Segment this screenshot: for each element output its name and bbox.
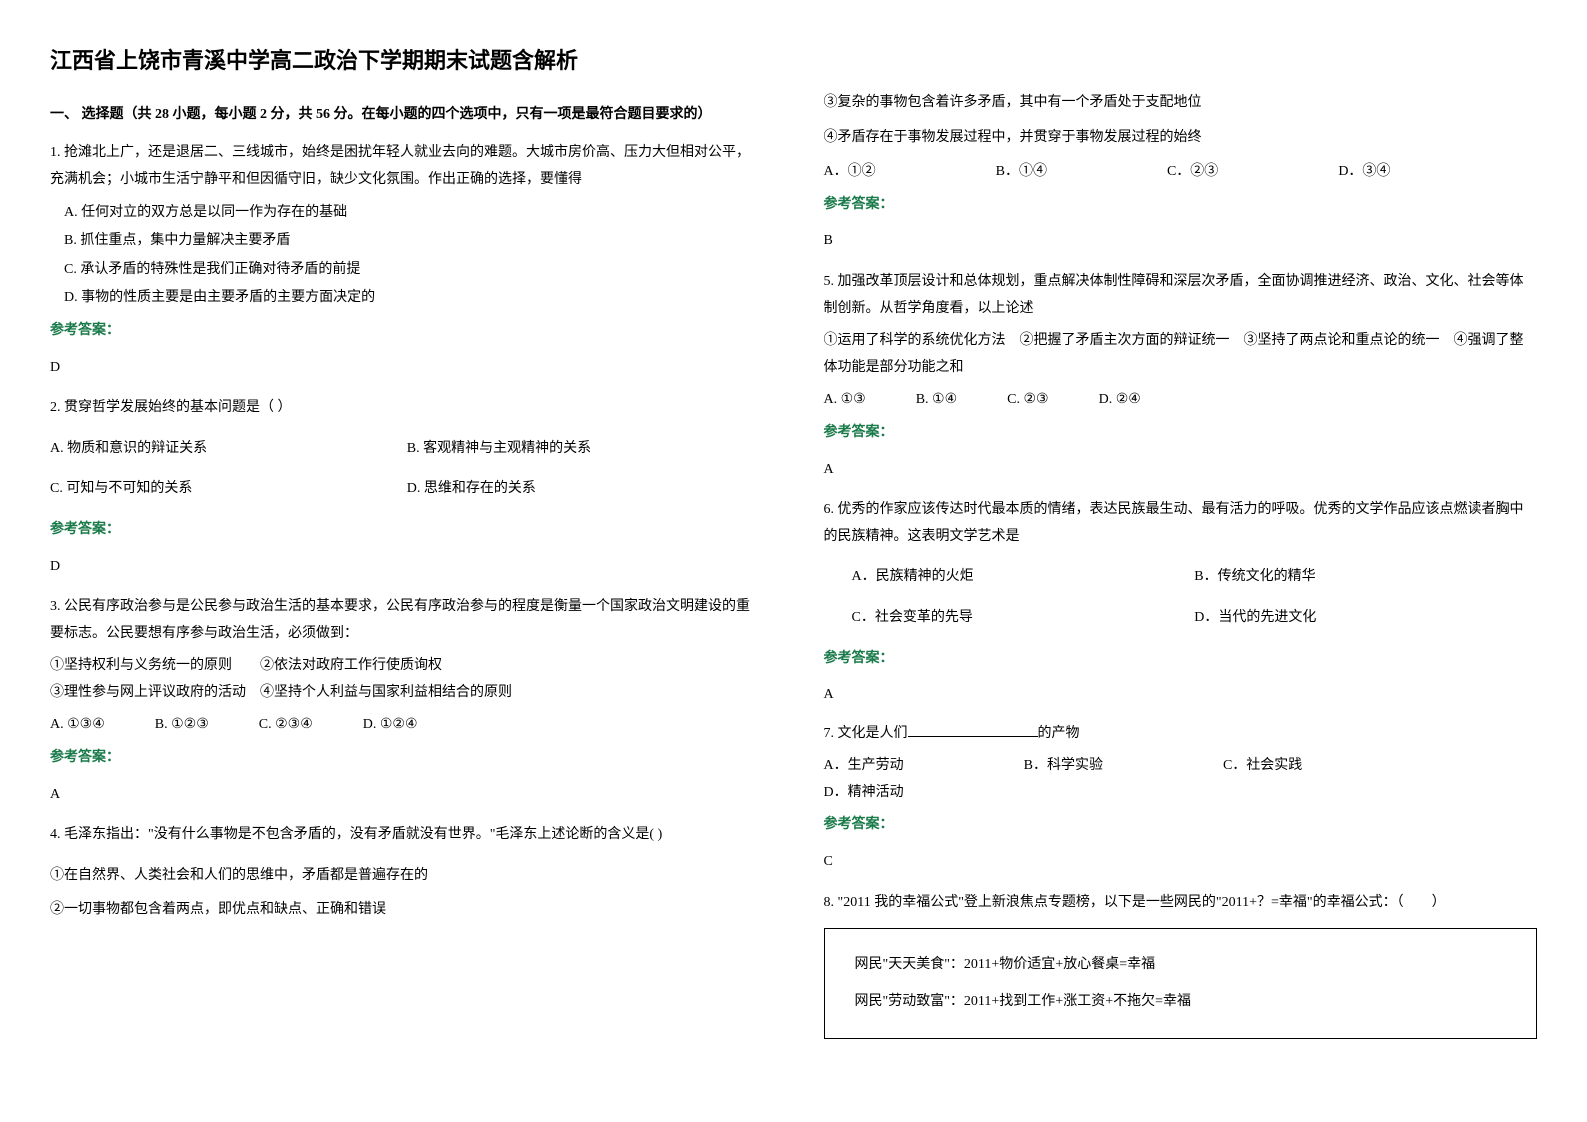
question-2: 2. 贯穿哲学发展始终的基本问题是（ ） A. 物质和意识的辩证关系 B. 客观… [50,395,764,580]
q2-option-d: D. 思维和存在的关系 [407,476,764,503]
q1-option-b: B. 抓住重点，集中力量解决主要矛盾 [64,228,764,255]
page-container: 江西省上饶市青溪中学高二政治下学期期末试题含解析 一、 选择题（共 28 小题，… [50,40,1537,1051]
q4-text: 4. 毛泽东指出："没有什么事物是不包含矛盾的，没有矛盾就没有世界。"毛泽东上述… [50,822,764,849]
q5-option-b: B. ①④ [916,387,957,414]
q3-option-a: A. ①③④ [50,712,105,739]
q1-option-d: D. 事物的性质主要是由主要矛盾的主要方面决定的 [64,285,764,312]
q4-item4: ④矛盾存在于事物发展过程中，并贯穿于事物发展过程的始终 [824,125,1538,152]
q3-item2: ②依法对政府工作行使质询权 [260,658,442,673]
answer-label: 参考答案： [824,420,1538,447]
q1-option-a: A. 任何对立的双方总是以同一作为存在的基础 [64,200,764,227]
q2-answer: D [50,554,764,581]
q3-items-line1: ①坚持权利与义务统一的原则 ②依法对政府工作行使质询权 [50,653,764,680]
q3-item1: ①坚持权利与义务统一的原则 [50,658,232,673]
q8-box-line1: 网民"天天美食"：2011+物价适宜+放心餐桌=幸福 [855,947,1507,983]
q7-prefix: 7. 文化是人们 [824,726,908,741]
q7-options: A．生产劳动 B．科学实验 C．社会实践 D．精神活动 [824,753,1538,806]
q6-options-row1: A．民族精神的火炬 B．传统文化的精华 [852,564,1538,591]
q6-option-a: A．民族精神的火炬 [852,564,1195,591]
question-3: 3. 公民有序政治参与是公民参与政治生活的基本要求，公民有序政治参与的程度是衡量… [50,594,764,808]
q3-item4: ④坚持个人利益与国家利益相结合的原则 [260,685,512,700]
q6-answer: A [824,682,1538,709]
q7-option-c: C．社会实践 [1223,753,1302,780]
q1-option-c: C. 承认矛盾的特殊性是我们正确对待矛盾的前提 [64,257,764,284]
q4-option-c: C．②③ [1167,159,1218,186]
q5-items: ①运用了科学的系统优化方法 ②把握了矛盾主次方面的辩证统一 ③坚持了两点论和重点… [824,328,1538,381]
q1-text: 1. 抢滩北上广，还是退居二、三线城市，始终是困扰年轻人就业去向的难题。大城市房… [50,140,764,193]
q7-option-b: B．科学实验 [1024,753,1103,780]
q7-answer: C [824,849,1538,876]
q5-options: A. ①③ B. ①④ C. ②③ D. ②④ [824,387,1538,414]
q1-answer: D [50,355,764,382]
question-7: 7. 文化是人们 的产物 A．生产劳动 B．科学实验 C．社会实践 D．精神活动 参考答… [824,721,1538,876]
q4-item2: ②一切事物都包含着两点，即优点和缺点、正确和错误 [50,897,764,924]
answer-label: 参考答案： [50,745,764,772]
q3-text: 3. 公民有序政治参与是公民参与政治生活的基本要求，公民有序政治参与的程度是衡量… [50,594,764,647]
q4-item3: ③复杂的事物包含着许多矛盾，其中有一个矛盾处于支配地位 [824,90,1538,117]
right-column: ③复杂的事物包含着许多矛盾，其中有一个矛盾处于支配地位 ④矛盾存在于事物发展过程… [824,40,1538,1051]
blank-line [908,723,1038,737]
q7-suffix: 的产物 [1038,726,1080,741]
q2-option-b: B. 客观精神与主观精神的关系 [407,436,764,463]
q7-option-a: A．生产劳动 [824,753,904,780]
q4-options: A．①② B．①④ C．②③ D．③④ [824,159,1538,186]
answer-label: 参考答案： [50,517,764,544]
q3-options: A. ①③④ B. ①②③ C. ②③④ D. ①②④ [50,712,764,739]
q4-option-a: A．①② [824,159,876,186]
q6-option-d: D．当代的先进文化 [1194,605,1537,632]
question-8: 8. "2011 我的幸福公式"登上新浪焦点专题榜，以下是一些网民的"2011+… [824,890,1538,1039]
question-1: 1. 抢滩北上广，还是退居二、三线城市，始终是困扰年轻人就业去向的难题。大城市房… [50,140,764,381]
left-column: 江西省上饶市青溪中学高二政治下学期期末试题含解析 一、 选择题（共 28 小题，… [50,40,764,1051]
section-header: 一、 选择题（共 28 小题，每小题 2 分，共 56 分。在每小题的四个选项中… [50,102,764,129]
question-4-part1: 4. 毛泽东指出："没有什么事物是不包含矛盾的，没有矛盾就没有世界。"毛泽东上述… [50,822,764,924]
q5-option-a: A. ①③ [824,387,866,414]
q2-option-a: A. 物质和意识的辩证关系 [50,436,407,463]
question-6: 6. 优秀的作家应该传达时代最本质的情绪，表达民族最生动、最有活力的呼吸。优秀的… [824,497,1538,709]
q4-option-b: B．①④ [996,159,1047,186]
q3-item3: ③理性参与网上评议政府的活动 [50,685,246,700]
q2-option-c: C. 可知与不可知的关系 [50,476,407,503]
q3-option-d: D. ①②④ [363,712,418,739]
q8-text: 8. "2011 我的幸福公式"登上新浪焦点专题榜，以下是一些网民的"2011+… [824,890,1538,917]
q2-options-row2: C. 可知与不可知的关系 D. 思维和存在的关系 [50,476,764,503]
q5-answer: A [824,457,1538,484]
answer-label: 参考答案： [824,192,1538,219]
q3-option-c: C. ②③④ [259,712,313,739]
q8-box-line2: 网民"劳动致富"：2011+找到工作+涨工资+不拖欠=幸福 [855,984,1507,1020]
q6-text: 6. 优秀的作家应该传达时代最本质的情绪，表达民族最生动、最有活力的呼吸。优秀的… [824,497,1538,550]
q4-answer: B [824,228,1538,255]
q6-options-row2: C．社会变革的先导 D．当代的先进文化 [852,605,1538,632]
q5-text: 5. 加强改革顶层设计和总体规划，重点解决体制性障碍和深层次矛盾，全面协调推进经… [824,269,1538,322]
question-5: 5. 加强改革顶层设计和总体规划，重点解决体制性障碍和深层次矛盾，全面协调推进经… [824,269,1538,483]
answer-label: 参考答案： [824,812,1538,839]
answer-label: 参考答案： [824,646,1538,673]
q8-box: 网民"天天美食"：2011+物价适宜+放心餐桌=幸福 网民"劳动致富"：2011… [824,928,1538,1039]
q4-option-d: D．③④ [1338,159,1390,186]
q5-option-d: D. ②④ [1099,387,1141,414]
q7-option-d: D．精神活动 [824,780,904,807]
q6-option-c: C．社会变革的先导 [852,605,1195,632]
q7-text: 7. 文化是人们 的产物 [824,721,1538,748]
q6-option-b: B．传统文化的精华 [1194,564,1537,591]
page-title: 江西省上饶市青溪中学高二政治下学期期末试题含解析 [50,40,764,82]
q3-answer: A [50,782,764,809]
q2-text: 2. 贯穿哲学发展始终的基本问题是（ ） [50,395,764,422]
q4-item1: ①在自然界、人类社会和人们的思维中，矛盾都是普遍存在的 [50,863,764,890]
q2-options-row1: A. 物质和意识的辩证关系 B. 客观精神与主观精神的关系 [50,436,764,463]
question-4-part2: ③复杂的事物包含着许多矛盾，其中有一个矛盾处于支配地位 ④矛盾存在于事物发展过程… [824,90,1538,255]
q5-option-c: C. ②③ [1007,387,1048,414]
q3-items-line2: ③理性参与网上评议政府的活动 ④坚持个人利益与国家利益相结合的原则 [50,680,764,707]
q3-option-b: B. ①②③ [155,712,209,739]
answer-label: 参考答案： [50,318,764,345]
